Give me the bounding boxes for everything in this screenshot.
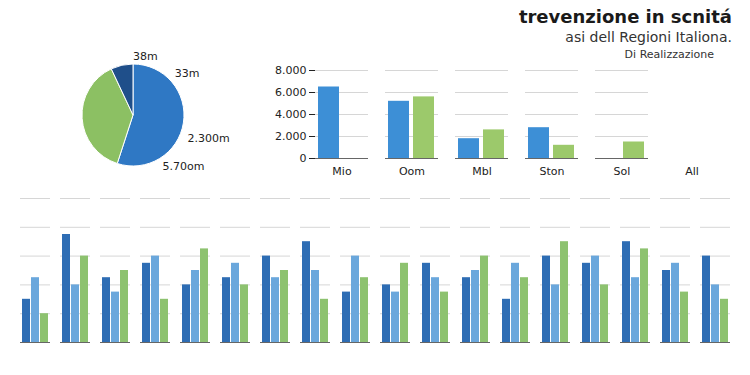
svg-text:2.300m: 2.300m <box>188 132 230 145</box>
svg-text:Oom: Oom <box>399 165 425 178</box>
svg-text:Ston: Ston <box>540 165 565 178</box>
svg-text:Mbl: Mbl <box>472 165 492 178</box>
html-text:Di Realizzazione: Di Realizzazione <box>624 48 714 61</box>
svg-text:8.000: 8.000 <box>275 64 307 77</box>
html-text:asi dell Regioni Italiona.: asi dell Regioni Italiona. <box>565 29 732 45</box>
svg-text:0: 0 <box>300 152 307 165</box>
svg-text:4.000: 4.000 <box>275 108 307 121</box>
svg-text:38m: 38m <box>133 50 158 63</box>
svg-text:Mio: Mio <box>332 165 352 178</box>
svg-text:2.000: 2.000 <box>275 130 307 143</box>
svg-text:5.70om: 5.70om <box>163 160 205 173</box>
html-text:trevenzione in scnitá: trevenzione in scnitá <box>518 6 732 27</box>
svg-text:6.000: 6.000 <box>275 86 307 99</box>
svg-text:Sol: Sol <box>614 165 631 178</box>
svg-text:33m: 33m <box>175 67 200 80</box>
svg-text:All: All <box>685 165 699 178</box>
